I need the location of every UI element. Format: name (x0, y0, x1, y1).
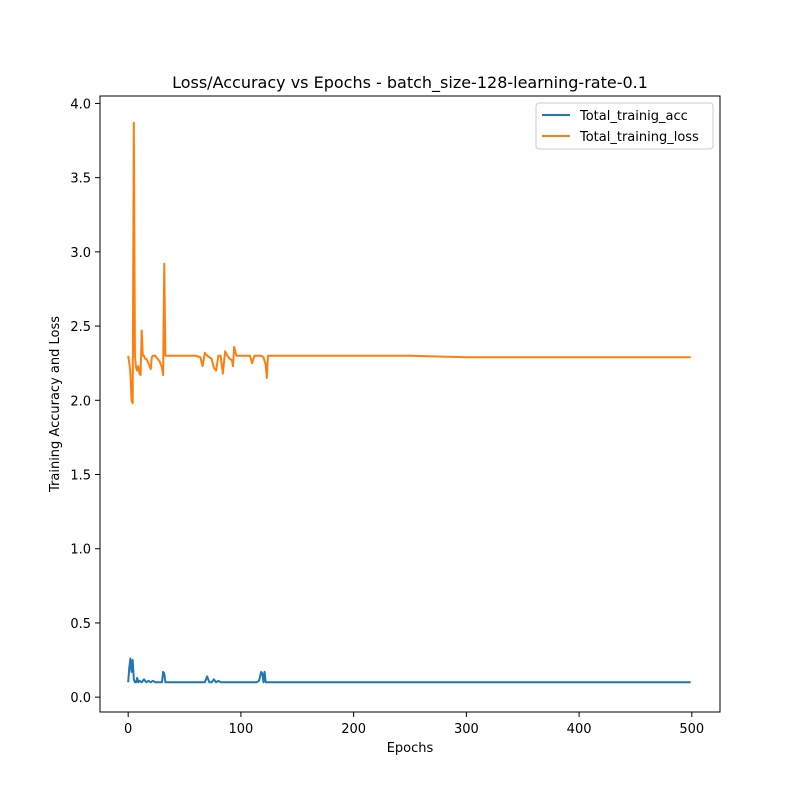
y-tick-label: 4.0 (70, 97, 91, 112)
y-axis-label: Training Accuracy and Loss (48, 316, 63, 493)
x-axis-ticks: 0 100 200 300 400 500 (124, 712, 704, 737)
series-layer (127, 121, 691, 684)
x-tick-label: 500 (679, 722, 704, 737)
x-tick-label: 100 (228, 722, 253, 737)
x-axis-label: Epochs (387, 741, 434, 756)
x-tick-label: 400 (567, 722, 592, 737)
legend-box (535, 102, 714, 150)
y-tick-label: 1.0 (70, 543, 91, 558)
plot-frame (99, 95, 721, 713)
y-tick-label: 2.5 (70, 320, 91, 335)
series-line-0 (127, 657, 691, 684)
y-tick-label: 0.5 (70, 617, 91, 632)
y-tick-label: 0.0 (70, 691, 91, 706)
y-tick-label: 1.5 (70, 469, 91, 484)
legend-label-acc: Total_trainig_acc (579, 109, 688, 124)
x-tick-label: 0 (124, 722, 132, 737)
y-tick-label: 3.0 (70, 246, 91, 261)
series-line-1 (127, 121, 691, 405)
legend-label-loss: Total_training_loss (579, 130, 699, 145)
y-tick-label: 3.5 (70, 172, 91, 187)
plot-area (100, 96, 720, 712)
chart-title: Loss/Accuracy vs Epochs - batch_size-128… (172, 73, 648, 93)
legend: Total_trainig_acc Total_training_loss (535, 102, 714, 150)
y-tick-label: 2.0 (70, 394, 91, 409)
y-axis-ticks: 0.0 0.5 1.0 1.5 2.0 2.5 3.0 3.5 4.0 (70, 97, 100, 706)
x-tick-label: 200 (341, 722, 366, 737)
x-tick-label: 300 (454, 722, 479, 737)
